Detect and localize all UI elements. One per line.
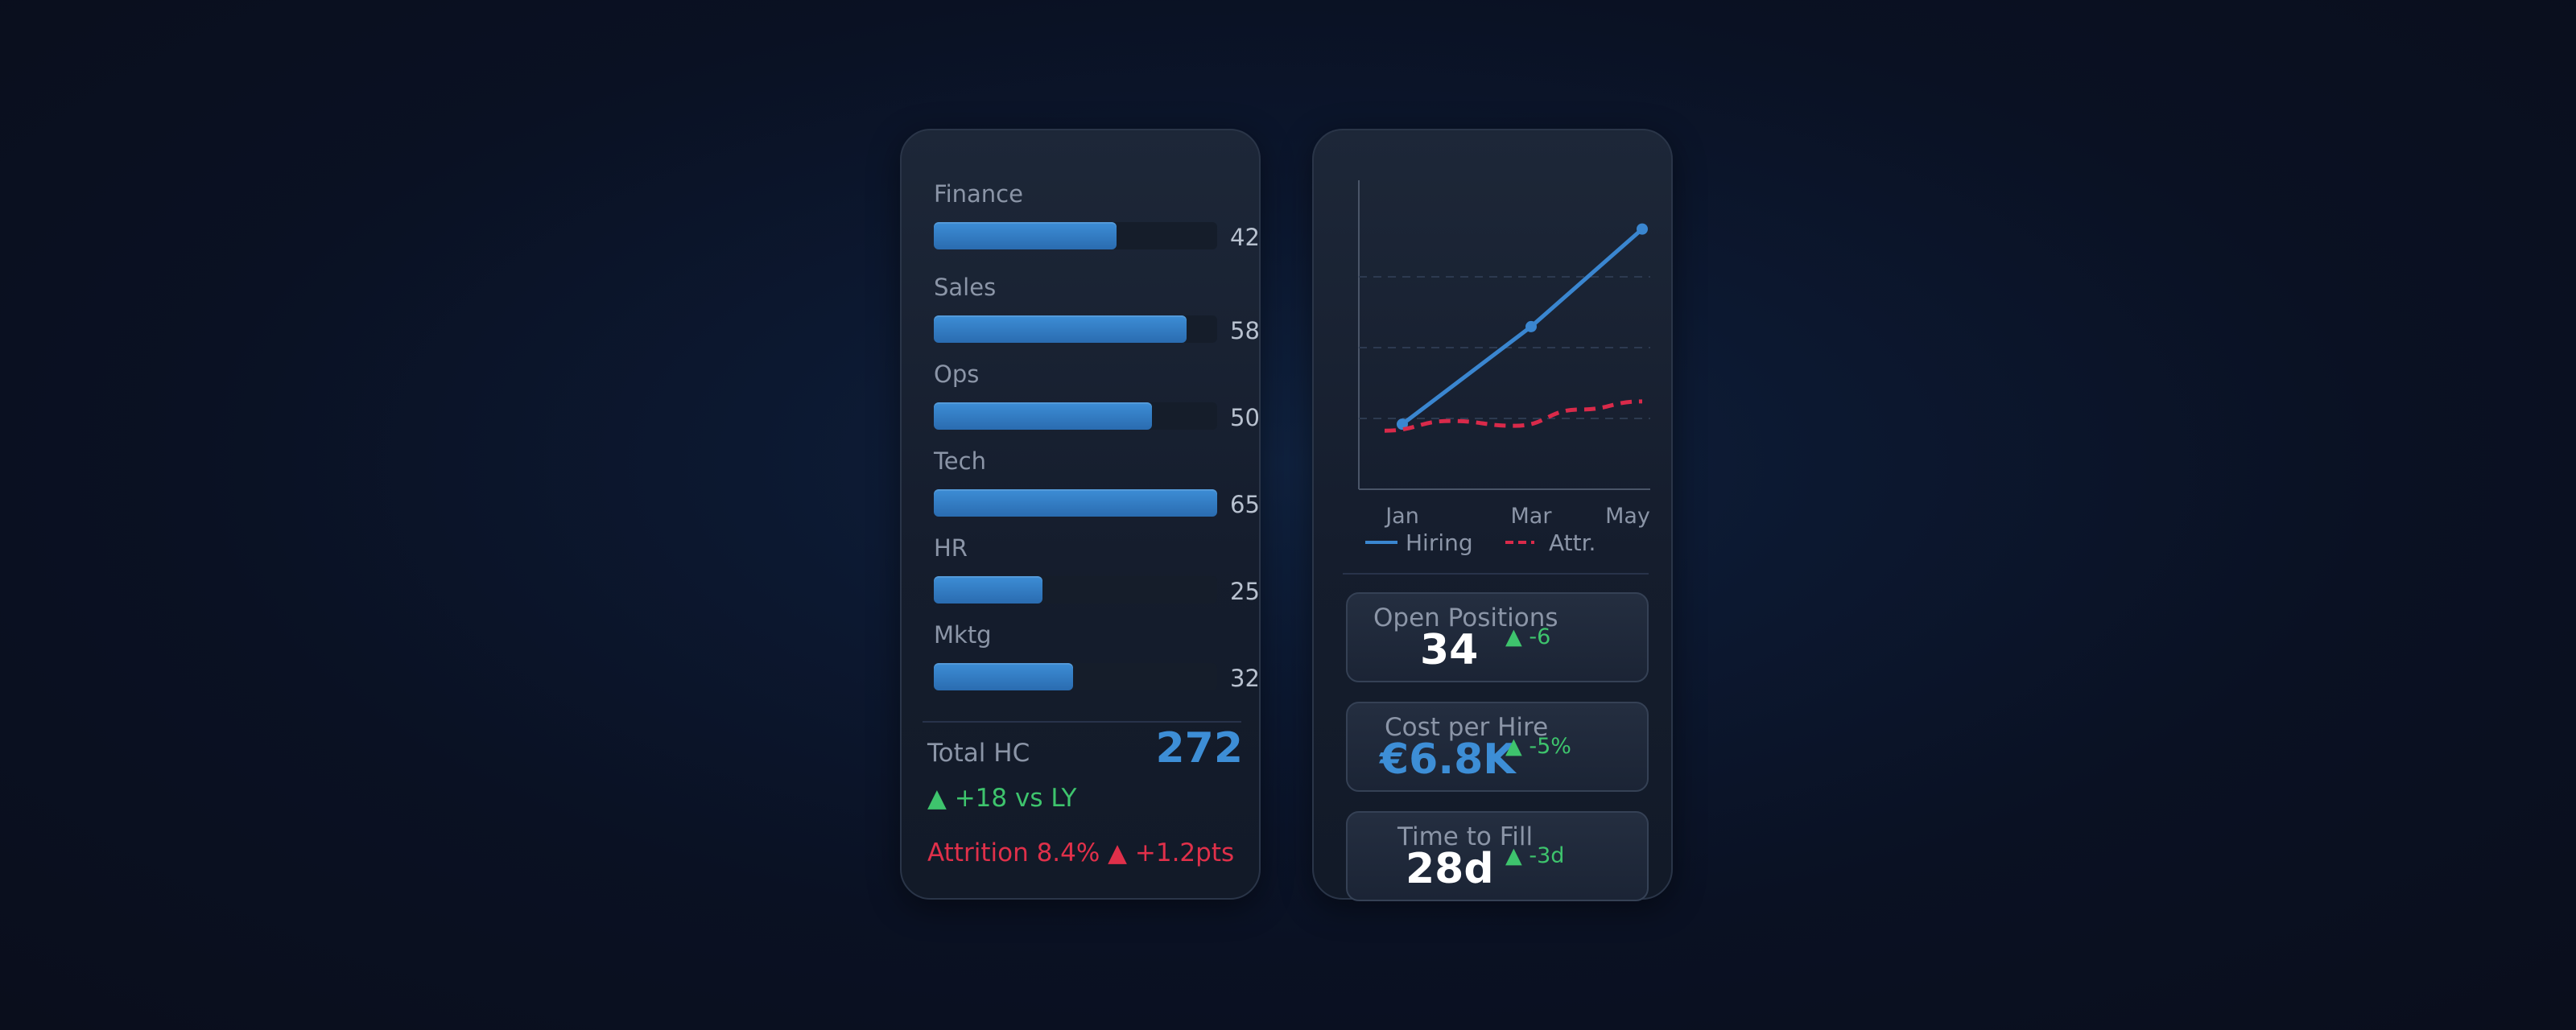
kpi-cost-per-hire: Cost per Hire €6.8K ▲ -5% bbox=[1346, 702, 1649, 792]
kpi-value: €6.8K bbox=[1380, 735, 1516, 784]
series-attrition-line bbox=[1384, 399, 1643, 433]
hiring-point bbox=[1637, 223, 1648, 235]
bar-mktg bbox=[934, 663, 1073, 690]
tick-label-jan: Jan bbox=[1384, 504, 1419, 529]
kpi-delta: ▲ -5% bbox=[1505, 734, 1571, 759]
yoy-change: ▲ +18 vs LY bbox=[927, 784, 1077, 813]
bar-value: 32 bbox=[1230, 665, 1260, 692]
bar-track bbox=[934, 222, 1217, 249]
dept-label: Finance bbox=[934, 180, 1023, 208]
tick-label-may: May bbox=[1605, 504, 1650, 529]
dept-label: Ops bbox=[934, 360, 980, 388]
dept-label: HR bbox=[934, 534, 968, 562]
bar-track bbox=[934, 489, 1217, 517]
kpi-open-positions: Open Positions 34 ▲ -6 bbox=[1346, 592, 1649, 682]
bar-track bbox=[934, 576, 1217, 604]
dept-label: Tech bbox=[934, 447, 986, 475]
trend-card: Jan Mar May Hiring Attr. Open Positions … bbox=[1312, 129, 1673, 901]
kpi-value: 34 bbox=[1420, 626, 1479, 674]
bar-track bbox=[934, 402, 1217, 430]
kpi-value: 28d bbox=[1406, 845, 1494, 893]
kpi-delta: ▲ -3d bbox=[1505, 843, 1565, 868]
legend-attr-label: Attr. bbox=[1549, 529, 1596, 556]
series-hiring-line bbox=[1401, 227, 1644, 426]
headcount-card: Finance 42 Sales 58 Ops 50 Tech 65 HR 25 Mktg 32 To… bbox=[900, 129, 1261, 900]
bar-ops bbox=[934, 402, 1152, 430]
bar-tech bbox=[934, 489, 1217, 517]
bar-value: 25 bbox=[1230, 578, 1260, 605]
bar-value: 58 bbox=[1230, 317, 1260, 344]
bar-finance bbox=[934, 222, 1117, 249]
total-hc-value: 272 bbox=[1155, 724, 1243, 772]
bar-track bbox=[934, 315, 1217, 343]
total-hc-label: Total HC bbox=[927, 739, 1030, 768]
divider bbox=[923, 721, 1241, 723]
attrition-rate: Attrition 8.4% ▲ +1.2pts bbox=[927, 838, 1235, 867]
hiring-point bbox=[1525, 320, 1537, 332]
bar-value: 42 bbox=[1230, 224, 1260, 251]
trend-chart: Jan Mar May Hiring Attr. bbox=[1358, 180, 1650, 556]
tick-label-mar: Mar bbox=[1511, 504, 1553, 529]
bar-track bbox=[934, 663, 1217, 690]
legend-hiring-label: Hiring bbox=[1406, 529, 1473, 556]
bar-hr bbox=[934, 576, 1042, 604]
kpi-time-to-fill: Time to Fill 28d ▲ -3d bbox=[1346, 811, 1649, 901]
dept-label: Mktg bbox=[934, 621, 992, 649]
dept-label: Sales bbox=[934, 274, 997, 301]
bar-value: 50 bbox=[1230, 404, 1260, 431]
bar-value: 65 bbox=[1230, 491, 1260, 518]
kpi-label: Cost per Hire bbox=[1385, 713, 1549, 742]
divider bbox=[1343, 573, 1649, 575]
kpi-label: Open Positions bbox=[1373, 604, 1558, 632]
kpi-label: Time to Fill bbox=[1397, 822, 1534, 851]
kpi-delta: ▲ -6 bbox=[1505, 624, 1551, 649]
bar-sales bbox=[934, 315, 1187, 343]
